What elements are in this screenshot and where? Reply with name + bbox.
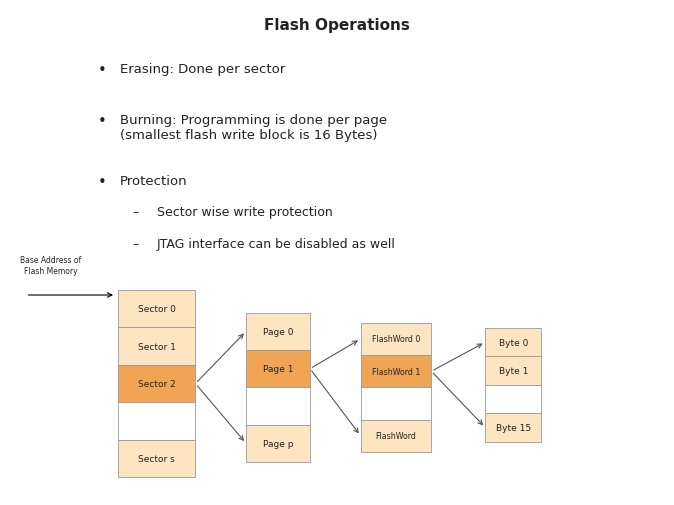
Text: Byte 0: Byte 0 bbox=[499, 338, 528, 347]
Text: Page 1: Page 1 bbox=[263, 365, 293, 374]
Bar bbox=[246, 313, 310, 350]
Text: Sector 2: Sector 2 bbox=[137, 379, 176, 388]
Bar bbox=[246, 388, 310, 425]
Bar bbox=[246, 350, 310, 388]
Bar bbox=[361, 356, 431, 388]
Text: Sector s: Sector s bbox=[138, 454, 175, 463]
Text: Sector wise write protection: Sector wise write protection bbox=[157, 206, 333, 219]
Text: Protection: Protection bbox=[120, 174, 187, 187]
Bar bbox=[118, 402, 195, 440]
Text: –: – bbox=[133, 237, 139, 250]
Bar bbox=[361, 420, 431, 452]
Text: Page p: Page p bbox=[263, 439, 293, 448]
Text: Page 0: Page 0 bbox=[263, 327, 293, 336]
Text: FlashWord: FlashWord bbox=[375, 431, 417, 440]
Text: •: • bbox=[98, 114, 106, 129]
Text: Sector 1: Sector 1 bbox=[137, 342, 176, 351]
Bar bbox=[361, 323, 431, 356]
Text: Sector 0: Sector 0 bbox=[137, 305, 176, 314]
Bar bbox=[118, 440, 195, 477]
Text: Erasing: Done per sector: Erasing: Done per sector bbox=[120, 63, 285, 76]
Bar bbox=[118, 290, 195, 328]
Text: •: • bbox=[98, 174, 106, 189]
Text: FlashWord 1: FlashWord 1 bbox=[372, 367, 420, 376]
Text: FlashWord 0: FlashWord 0 bbox=[372, 335, 420, 344]
Text: Flash Operations: Flash Operations bbox=[264, 18, 410, 33]
Text: Base Address of
Flash Memory: Base Address of Flash Memory bbox=[20, 256, 81, 275]
Text: –: – bbox=[133, 206, 139, 219]
Text: Burning: Programming is done per page
(smallest flash write block is 16 Bytes): Burning: Programming is done per page (s… bbox=[120, 114, 387, 141]
Text: •: • bbox=[98, 63, 106, 78]
Bar bbox=[485, 414, 541, 442]
Text: Byte 1: Byte 1 bbox=[499, 366, 528, 375]
Bar bbox=[485, 328, 541, 357]
Bar bbox=[118, 328, 195, 365]
Bar bbox=[246, 425, 310, 462]
Text: Byte 15: Byte 15 bbox=[495, 423, 531, 432]
Bar bbox=[361, 388, 431, 420]
Bar bbox=[485, 385, 541, 414]
Text: JTAG interface can be disabled as well: JTAG interface can be disabled as well bbox=[157, 237, 396, 250]
Bar bbox=[118, 365, 195, 402]
Bar bbox=[485, 357, 541, 385]
